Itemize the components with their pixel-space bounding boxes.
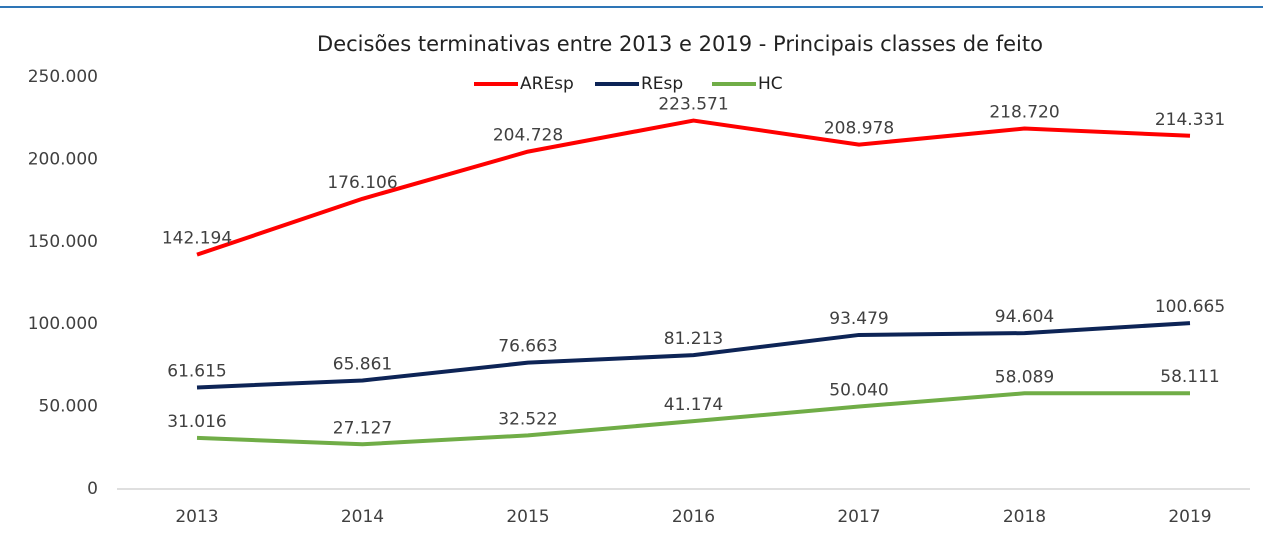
y-tick-label: 150.000 bbox=[28, 232, 98, 252]
data-label: 142.194 bbox=[162, 229, 232, 249]
data-label: 81.213 bbox=[664, 329, 723, 349]
data-label: 32.522 bbox=[498, 409, 557, 429]
x-tick-label: 2016 bbox=[672, 507, 715, 527]
data-label: 27.127 bbox=[333, 418, 392, 438]
data-label: 218.720 bbox=[989, 103, 1059, 123]
y-tick-label: 0 bbox=[87, 479, 98, 499]
data-label: 93.479 bbox=[829, 309, 888, 329]
x-tick-label: 2013 bbox=[175, 507, 218, 527]
data-label: 58.111 bbox=[1160, 367, 1219, 387]
data-label: 41.174 bbox=[664, 395, 723, 415]
data-label: 31.016 bbox=[167, 412, 226, 432]
data-label: 208.978 bbox=[824, 119, 894, 139]
data-label: 61.615 bbox=[167, 361, 226, 381]
x-tick-label: 2018 bbox=[1003, 507, 1046, 527]
data-label: 76.663 bbox=[498, 337, 557, 357]
x-tick-label: 2019 bbox=[1168, 507, 1211, 527]
data-label: 100.665 bbox=[1155, 297, 1225, 317]
series-line bbox=[196, 118, 1191, 257]
x-tick-label: 2014 bbox=[341, 507, 384, 527]
data-label: 58.089 bbox=[995, 367, 1054, 387]
data-label: 176.106 bbox=[327, 173, 397, 193]
legend-label: AREsp bbox=[520, 74, 574, 94]
data-label: 50.040 bbox=[829, 381, 888, 401]
y-tick-label: 200.000 bbox=[28, 149, 98, 169]
top-rule bbox=[0, 6, 1263, 8]
data-label: 204.728 bbox=[493, 126, 563, 146]
data-label: 65.861 bbox=[333, 354, 392, 374]
x-tick-label: 2015 bbox=[506, 507, 549, 527]
legend-label: REsp bbox=[641, 74, 683, 94]
y-tick-label: 100.000 bbox=[28, 314, 98, 334]
legend-label: HC bbox=[758, 74, 783, 94]
y-tick-label: 50.000 bbox=[39, 397, 98, 417]
chart-title: Decisões terminativas entre 2013 e 2019 … bbox=[317, 32, 1043, 56]
data-label: 214.331 bbox=[1155, 110, 1225, 130]
data-label: 94.604 bbox=[995, 307, 1054, 327]
series-line bbox=[196, 321, 1191, 390]
series-line bbox=[196, 391, 1191, 447]
x-tick-label: 2017 bbox=[837, 507, 880, 527]
data-label: 223.571 bbox=[658, 95, 728, 115]
y-tick-label: 250.000 bbox=[28, 67, 98, 87]
